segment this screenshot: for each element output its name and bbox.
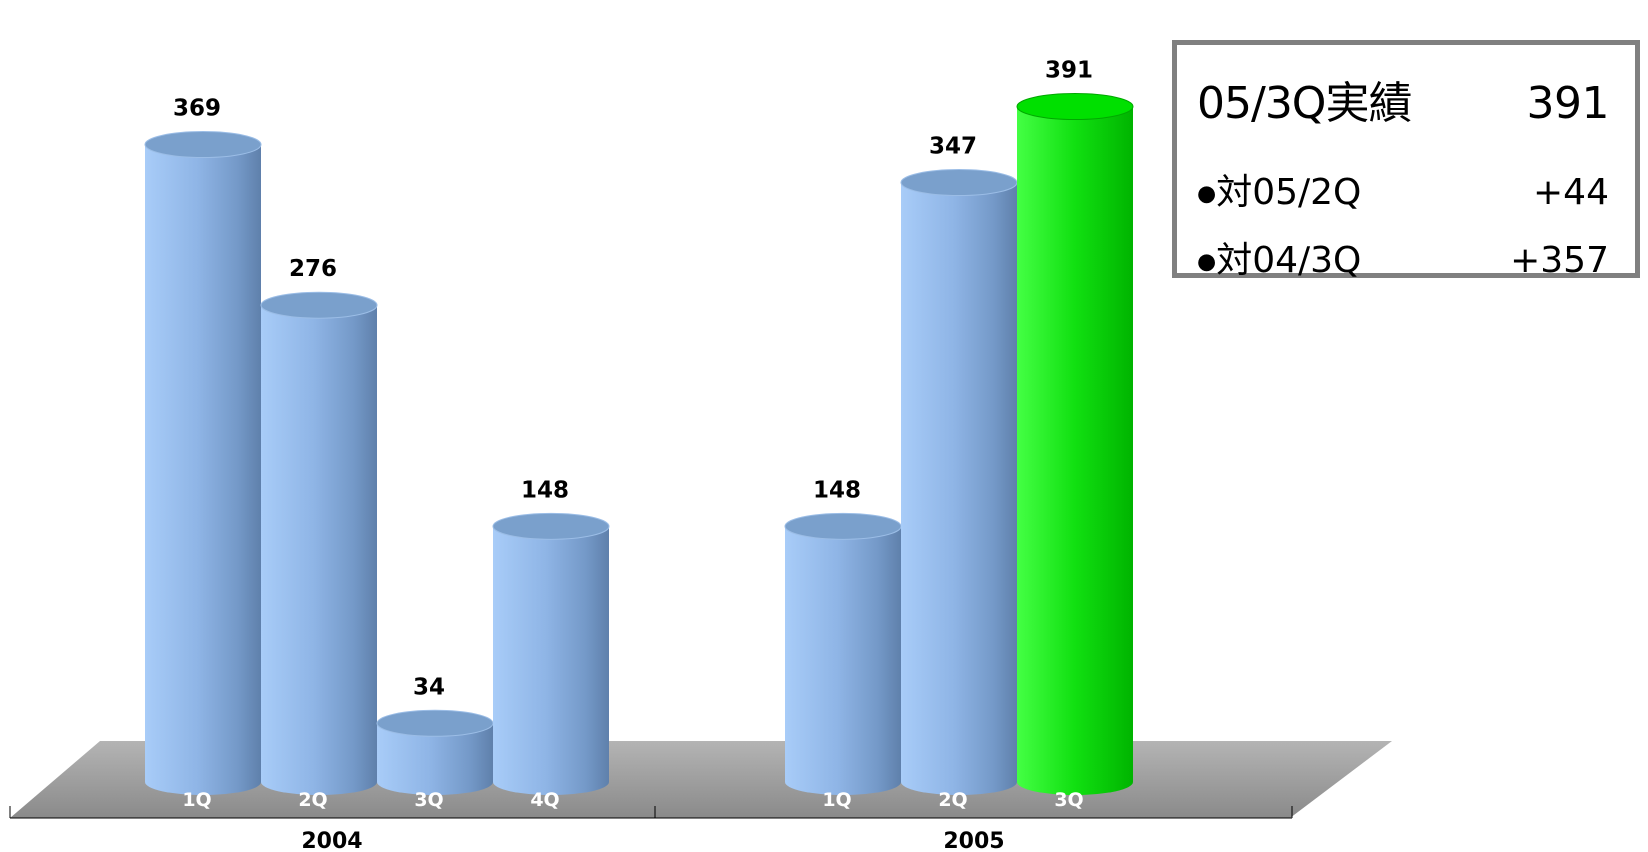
bar xyxy=(493,513,609,795)
bar-body xyxy=(1017,107,1133,795)
bar-value-label: 148 xyxy=(813,477,861,503)
summary-row-label-wrap: ●対04/3Q xyxy=(1197,231,1361,283)
x-tick-label: 4Q xyxy=(530,789,559,811)
bullet-icon: ● xyxy=(1197,182,1216,207)
bar xyxy=(145,132,261,795)
summary-heading-label: 05/3Q実績 xyxy=(1197,67,1411,131)
summary-heading-value: 391 xyxy=(1527,78,1609,129)
bar-cap xyxy=(377,710,493,736)
bar-cap xyxy=(785,513,901,539)
bar-value-label: 391 xyxy=(1045,58,1093,84)
bar-body xyxy=(261,305,377,795)
summary-row-label: 対05/2Q xyxy=(1216,172,1361,213)
bar xyxy=(785,513,901,795)
x-tick-label: 1Q xyxy=(182,789,211,811)
x-tick-label: 2Q xyxy=(298,789,327,811)
summary-row-value: +357 xyxy=(1510,240,1609,281)
summary-row-label: 対04/3Q xyxy=(1216,240,1361,281)
bars-layer xyxy=(145,94,1133,795)
summary-heading: 05/3Q実績 391 xyxy=(1197,67,1609,131)
bar-cap xyxy=(145,132,261,158)
bar-value-label: 369 xyxy=(173,96,221,122)
bar-value-label: 276 xyxy=(289,256,337,282)
bar-value-label: 347 xyxy=(929,134,977,160)
bar-cap xyxy=(1017,94,1133,120)
x-tick-label: 2Q xyxy=(938,789,967,811)
bar xyxy=(901,170,1017,795)
bar-body xyxy=(785,526,901,795)
bar-cap xyxy=(261,292,377,318)
bar-body xyxy=(145,145,261,795)
x-tick-label: 3Q xyxy=(1054,789,1083,811)
summary-row-vs-prev-quarter: ●対05/2Q +44 xyxy=(1197,163,1609,215)
group-label: 2004 xyxy=(301,829,362,852)
bar-value-label: 148 xyxy=(521,477,569,503)
bar-body xyxy=(493,526,609,795)
bar-body xyxy=(901,183,1017,795)
bar xyxy=(1017,94,1133,795)
bar-cap xyxy=(901,170,1017,196)
x-tick-label: 3Q xyxy=(414,789,443,811)
group-label: 2005 xyxy=(943,829,1004,852)
bullet-icon: ● xyxy=(1197,250,1216,275)
summary-row-label-wrap: ●対05/2Q xyxy=(1197,163,1361,215)
summary-row-value: +44 xyxy=(1533,172,1609,213)
bar-value-label: 34 xyxy=(413,674,445,700)
bar xyxy=(261,292,377,795)
bar-cap xyxy=(493,513,609,539)
summary-box: 05/3Q実績 391 ●対05/2Q +44 ●対04/3Q +357 xyxy=(1172,40,1640,278)
bar xyxy=(377,710,493,795)
x-tick-label: 1Q xyxy=(822,789,851,811)
summary-row-vs-prev-year: ●対04/3Q +357 xyxy=(1197,231,1609,283)
